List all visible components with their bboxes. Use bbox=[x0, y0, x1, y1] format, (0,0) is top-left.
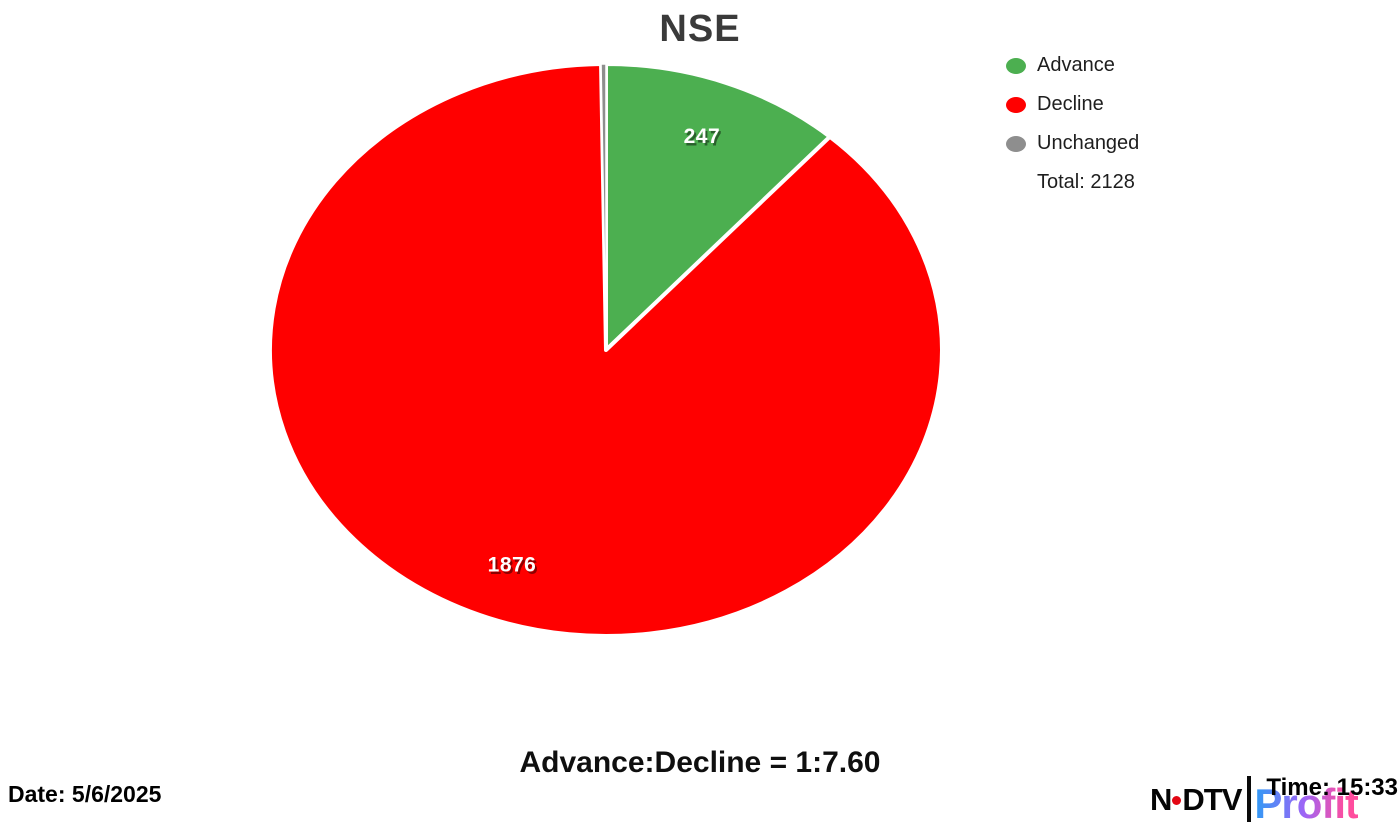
unchanged-swatch-icon bbox=[1006, 135, 1026, 152]
pie-slice-advance bbox=[604, 62, 832, 352]
pie-label-decline: 1876 bbox=[490, 556, 539, 579]
time-text: Time: 15:33 bbox=[1266, 774, 1398, 801]
legend-item-advance: Advance bbox=[1006, 46, 1139, 85]
page-title: NSE bbox=[659, 8, 741, 50]
legend-total-row: Total: 2128 bbox=[1006, 163, 1139, 202]
logo-separator-bar bbox=[1247, 776, 1252, 822]
pie-label-advance: 247 bbox=[684, 125, 721, 148]
legend-label-advance: Advance bbox=[1037, 54, 1115, 76]
ndtv-profit-logo: N DTV Profit bbox=[1150, 776, 1359, 827]
advance-swatch-icon bbox=[1006, 57, 1026, 74]
legend-item-decline: Decline bbox=[1006, 85, 1139, 124]
total-label: Total: 2128 bbox=[1037, 171, 1135, 193]
legend-label-decline: Decline bbox=[1037, 93, 1104, 115]
legend-label-unchanged: Unchanged bbox=[1037, 132, 1140, 154]
chart-legend: Advance Decline Unchanged Total: 2128 bbox=[1006, 46, 1139, 202]
decline-swatch-icon bbox=[1006, 96, 1026, 113]
pie-slice-unchanged bbox=[600, 63, 607, 351]
pie-label-advance: 247 bbox=[686, 128, 723, 151]
ndtv-logo-text: N DTV bbox=[1150, 781, 1242, 817]
legend-item-unchanged: Unchanged bbox=[1006, 124, 1139, 163]
date-text: Date: 5/6/2025 bbox=[8, 781, 162, 807]
ratio-text: Advance:Decline = 1:7.60 bbox=[519, 746, 881, 779]
ndtv-letter-n: N bbox=[1150, 781, 1172, 817]
ndtv-letters-dtv: DTV bbox=[1182, 781, 1242, 817]
profit-logo-text: Profit bbox=[1254, 780, 1359, 827]
pie-label-decline: 1876 bbox=[488, 553, 537, 576]
ndtv-red-dot-icon bbox=[1172, 795, 1182, 805]
